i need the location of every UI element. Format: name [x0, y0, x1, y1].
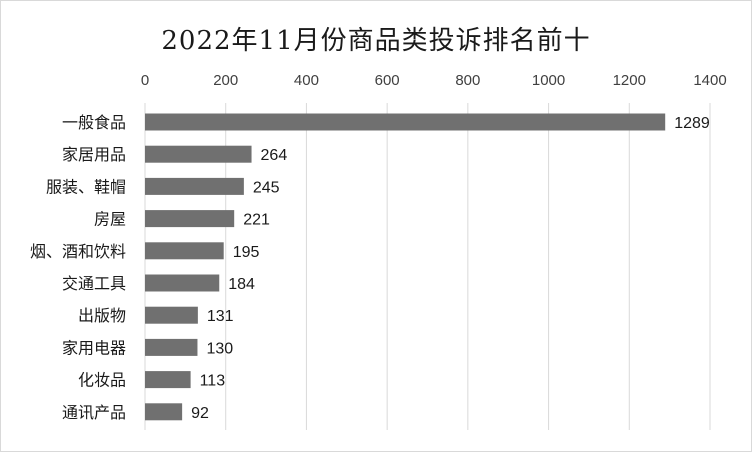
bar: [145, 145, 252, 163]
data-label: 92: [191, 405, 209, 422]
x-tick-label: 200: [213, 72, 238, 89]
x-tick-label: 800: [455, 72, 480, 89]
x-axis-ticks: 0 200 400 600 800 1000 1200 1400: [141, 72, 727, 89]
x-tick-label: 0: [141, 72, 149, 89]
bar: [145, 210, 235, 228]
bars: [145, 113, 666, 421]
x-tick-label: 1200: [613, 72, 646, 89]
data-label: 264: [261, 147, 288, 164]
category-label: 服装、鞋帽: [46, 177, 126, 196]
bar: [145, 338, 198, 356]
bar: [145, 371, 191, 389]
bar: [145, 113, 666, 131]
x-tick-label: 600: [375, 72, 400, 89]
data-labels: 1289 264 245 221 195 184 131 130 113 92: [191, 115, 710, 422]
data-label: 195: [233, 244, 260, 261]
data-label: 131: [207, 308, 234, 325]
data-label: 245: [253, 179, 280, 196]
category-label: 房屋: [94, 210, 126, 229]
category-label: 化妆品: [78, 371, 126, 390]
category-label: 家用电器: [62, 338, 126, 357]
bar: [145, 306, 198, 324]
bar: [145, 242, 224, 260]
data-label: 113: [200, 373, 226, 390]
bar: [145, 274, 220, 292]
category-label: 出版物: [78, 306, 126, 325]
category-label: 交通工具: [62, 274, 126, 293]
x-tick-label: 1000: [532, 72, 565, 89]
bar: [145, 403, 183, 421]
category-label: 一般食品: [62, 113, 126, 132]
data-label: 1289: [674, 115, 710, 132]
bar: [145, 177, 244, 195]
data-label: 221: [243, 212, 270, 229]
x-tick-label: 1400: [693, 72, 726, 89]
data-label: 184: [228, 276, 255, 293]
data-label: 130: [206, 340, 233, 357]
x-tick-label: 400: [294, 72, 319, 89]
category-label: 通讯产品: [62, 403, 126, 422]
category-label: 烟、酒和饮料: [30, 242, 126, 261]
chart-title: 2022年11月份商品类投诉排名前十: [161, 26, 591, 56]
category-label: 家居用品: [62, 145, 126, 164]
